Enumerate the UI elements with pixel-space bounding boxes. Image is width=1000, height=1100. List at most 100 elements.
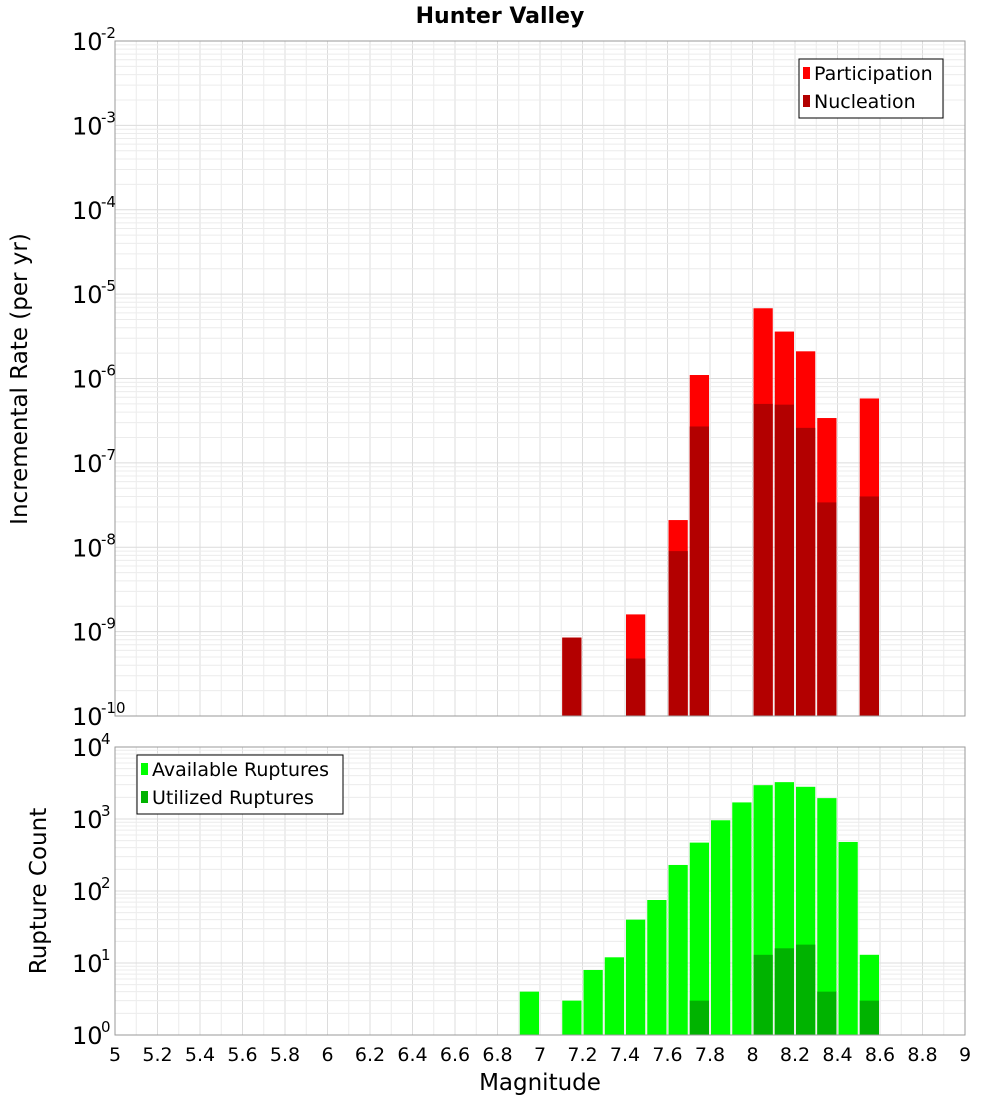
count-bar-a-14 (838, 841, 858, 1035)
count-bar-b-10 (859, 1000, 879, 1035)
x-tick-label: 6 (321, 1044, 333, 1066)
rate-legend: Participation Nucleation (798, 58, 944, 119)
x-tick-label: 8.8 (907, 1044, 937, 1066)
count-bar-a-1 (562, 1000, 582, 1035)
count-legend-box (136, 754, 344, 815)
count-bar-b-5 (753, 954, 773, 1035)
count-legend-label: Utilized Ruptures (152, 787, 314, 809)
x-tick-label: 7.8 (695, 1044, 725, 1066)
rate-legend-label: Nucleation (814, 91, 916, 113)
rate-y-tick-exponent: -4 (101, 193, 116, 211)
rate-bar-b-1 (626, 658, 646, 716)
rate-bar-b-2 (668, 551, 688, 716)
count-bar-a-0 (519, 991, 539, 1035)
rate-legend-swatch (803, 95, 810, 107)
rate-bar-b-6 (796, 427, 816, 716)
count-y-tick-base: 10 (72, 878, 103, 906)
rate-grid (114, 41, 966, 717)
rate-y-tick-base: 10 (72, 534, 103, 562)
count-y-tick-exponent: 4 (101, 730, 111, 748)
x-tick-label: 8.6 (865, 1044, 895, 1066)
rate-y-tick-base: 10 (72, 197, 103, 225)
x-tick-label: 6.8 (482, 1044, 512, 1066)
rate-y-tick-exponent: -2 (101, 24, 116, 42)
x-tick-label: 8.2 (780, 1044, 810, 1066)
rate-y-tick-exponent: -5 (101, 277, 116, 295)
rate-legend-box (798, 58, 944, 119)
rate-y-tick-base: 10 (72, 703, 103, 731)
x-tick-label: 8.4 (822, 1044, 852, 1066)
rate-legend-label: Participation (814, 63, 933, 85)
x-tick-label: 9 (959, 1044, 971, 1066)
count-bar-a-9 (732, 802, 752, 1035)
rate-bar-b-8 (859, 496, 879, 716)
x-tick-label: 5.8 (270, 1044, 300, 1066)
rate-y-tick-exponent: -9 (101, 615, 116, 633)
x-tick-label: 6.4 (397, 1044, 427, 1066)
count-y-tick-exponent: 3 (101, 802, 111, 820)
count-bar-a-6 (668, 864, 688, 1035)
x-axis-label: Magnitude (479, 1070, 601, 1096)
count-bar-a-2 (583, 969, 603, 1035)
rate-y-tick-exponent: -8 (101, 530, 116, 548)
count-bar-a-8 (711, 820, 731, 1035)
count-y-axis-label: Rupture Count (26, 808, 52, 974)
x-tick-label: 5 (109, 1044, 121, 1066)
rate-y-tick-exponent: -6 (101, 362, 116, 380)
x-tick-label: 5.6 (227, 1044, 257, 1066)
rate-y-tick-base: 10 (72, 366, 103, 394)
rate-bar-b-0 (562, 637, 582, 716)
count-legend-swatch (141, 763, 148, 775)
rate-bar-b-5 (774, 404, 794, 716)
count-y-tick-exponent: 2 (101, 874, 111, 892)
x-tick-label: 7.6 (652, 1044, 682, 1066)
count-bar-a-13 (817, 798, 837, 1035)
rate-y-tick-exponent: -7 (101, 446, 116, 464)
count-plot-border (114, 746, 966, 1036)
x-tick-label: 7 (534, 1044, 546, 1066)
count-bar-b-6 (774, 948, 794, 1035)
magnitude-x-ticks: 5 5.2 5.4 5.6 5.8 6 6.2 6.4 6.6 6.8 7 7.2 7.4 7.6 7.8 8… (109, 1044, 971, 1066)
count-bar-b-8 (817, 991, 837, 1035)
count-y-tick-exponent: 0 (101, 1018, 111, 1036)
count-y-tick-base: 10 (72, 1022, 103, 1050)
x-tick-label: 6.2 (355, 1044, 385, 1066)
count-legend: Available Ruptures Utilized Ruptures (136, 754, 344, 815)
count-bar-a-4 (626, 919, 646, 1035)
count-y-tick-base: 10 (72, 950, 103, 978)
rate-legend-swatch (803, 67, 810, 79)
x-tick-label: 8 (746, 1044, 758, 1066)
count-bar-a-7 (689, 842, 709, 1035)
count-bar-b-3 (689, 1000, 709, 1035)
rate-bar-b-3 (689, 426, 709, 716)
count-y-tick-base: 10 (72, 806, 103, 834)
x-tick-label: 5.4 (185, 1044, 215, 1066)
count-legend-swatch (141, 791, 148, 803)
rate-y-tick-base: 10 (72, 28, 103, 56)
chart-title: Hunter Valley (416, 4, 585, 29)
rate-y-tick-exponent: -10 (101, 699, 126, 717)
count-y-tick-exponent: 1 (101, 946, 111, 964)
count-y-tick-base: 10 (72, 734, 103, 762)
rate-y-tick-exponent: -3 (101, 108, 116, 126)
rate-y-tick-base: 10 (72, 281, 103, 309)
x-tick-label: 5.2 (142, 1044, 172, 1066)
x-tick-label: 6.6 (440, 1044, 470, 1066)
rate-y-tick-base: 10 (72, 112, 103, 140)
rate-y-axis-label: Incremental Rate (per yr) (7, 233, 33, 525)
rate-plot-border (114, 40, 966, 717)
rate-y-tick-base: 10 (72, 619, 103, 647)
rate-y-tick-base: 10 (72, 450, 103, 478)
count-legend-label: Available Ruptures (152, 759, 329, 781)
x-tick-label: 7.4 (610, 1044, 640, 1066)
count-bar-b-7 (796, 944, 816, 1035)
rate-bar-b-4 (753, 403, 773, 716)
count-bars (519, 782, 879, 1035)
count-bar-a-5 (647, 899, 667, 1035)
x-tick-label: 7.2 (567, 1044, 597, 1066)
rate-bars (562, 308, 879, 716)
